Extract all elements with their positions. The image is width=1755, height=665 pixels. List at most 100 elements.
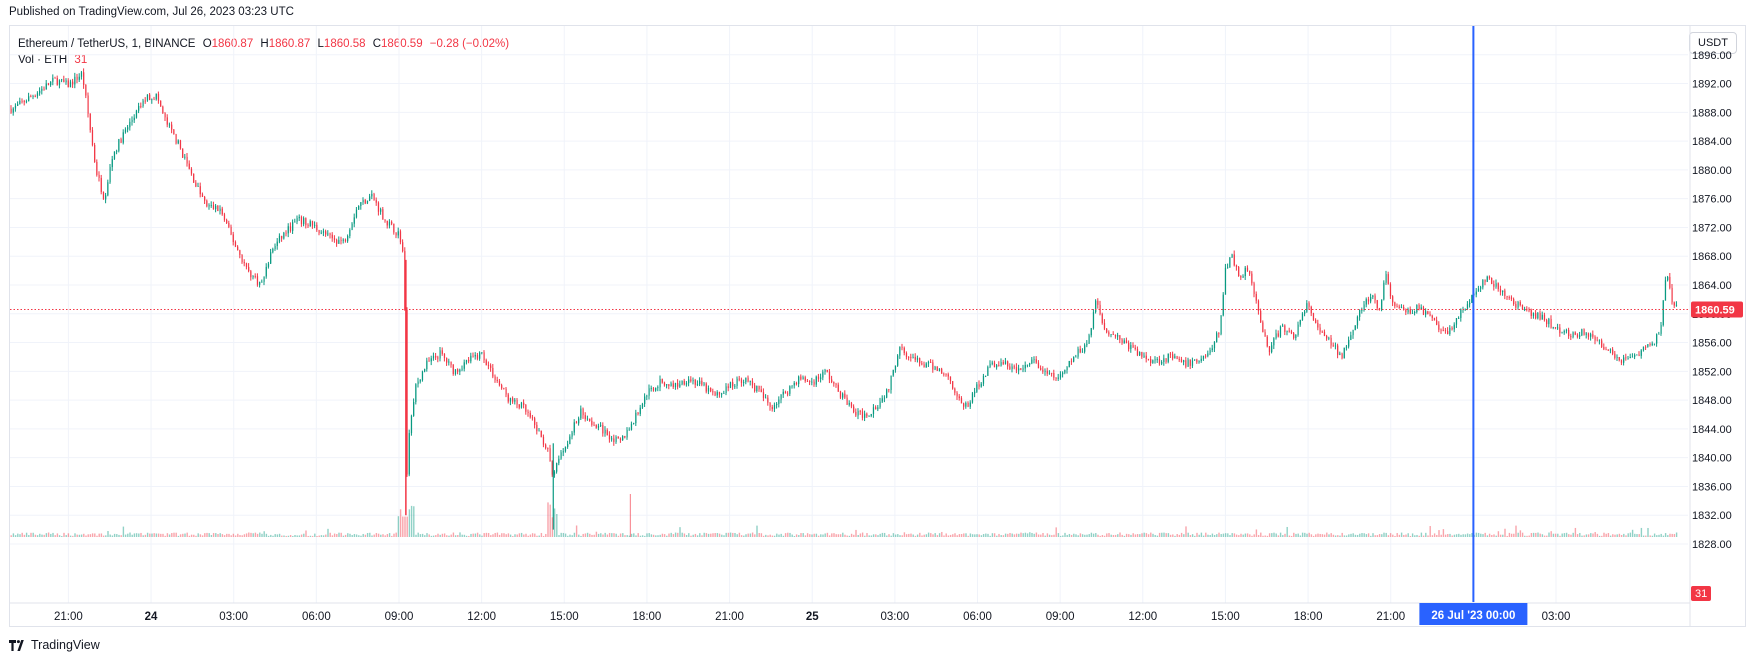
candle-body (1077, 348, 1079, 357)
candle-body (309, 221, 311, 227)
candle-body (373, 193, 375, 201)
candle-body (1596, 340, 1598, 342)
currency-button[interactable]: USDT (1689, 32, 1737, 54)
candle-body (1497, 283, 1499, 290)
chart-frame[interactable] (9, 25, 1746, 627)
volume-bar (353, 534, 356, 537)
volume-bar (901, 535, 903, 537)
volume-bar (688, 533, 690, 537)
candle-body (1332, 345, 1334, 347)
volume-bar (859, 533, 862, 537)
volume-bar (206, 532, 208, 537)
candle-body (784, 391, 787, 394)
y-tick-label: 1844.00 (1692, 424, 1732, 436)
candle-body (820, 377, 822, 379)
candle-body (1035, 359, 1037, 363)
candle-body (507, 394, 509, 402)
volume-bar (1044, 535, 1046, 537)
candle-body (514, 399, 516, 402)
volume-bar (215, 533, 217, 537)
candle-body (1229, 257, 1231, 268)
candle-body (1623, 357, 1625, 363)
candle-body (1101, 314, 1103, 323)
candle-body (1147, 358, 1150, 360)
candle-body (681, 380, 683, 385)
volume-bar (1350, 533, 1352, 537)
volume-bar (47, 532, 50, 537)
volume-bar (839, 534, 842, 537)
candle-body (47, 83, 50, 86)
volume-bar (1297, 533, 1299, 537)
candle-body (120, 139, 122, 143)
candle-body (1130, 345, 1132, 350)
volume-bar (463, 534, 466, 537)
candle-body (263, 276, 265, 282)
volume-bar (153, 533, 155, 537)
volume-bar (644, 535, 646, 537)
volume-bar (1466, 533, 1469, 537)
tradingview-logo-icon (9, 639, 24, 651)
volume-bar (1607, 533, 1610, 537)
volume-bar (80, 534, 83, 537)
candle-body (1312, 313, 1315, 320)
candle-body (617, 436, 619, 439)
volume-bar (914, 535, 917, 537)
volume-bar (1255, 529, 1258, 537)
volume-bar (252, 533, 254, 537)
volume-bar (813, 533, 815, 537)
candle-body (230, 226, 232, 235)
volume-bar (611, 533, 613, 537)
volume-bar (105, 535, 107, 537)
volume-bar (1189, 535, 1192, 537)
candle-body (10, 108, 12, 113)
candle-body (1106, 328, 1108, 333)
candle-body (1022, 368, 1024, 370)
volume-bar (622, 533, 624, 537)
volume-bar (338, 532, 340, 537)
volume-bar (1139, 534, 1141, 537)
volume-bar (602, 534, 604, 537)
candle-body (947, 374, 949, 377)
candle-body (1477, 288, 1480, 292)
candle-body (1002, 362, 1004, 364)
candle-body (285, 232, 287, 234)
tradingview-brand[interactable]: TradingView (9, 638, 100, 652)
volume-bar (637, 533, 639, 537)
volume-bar (340, 532, 342, 537)
candle-body (1407, 309, 1409, 313)
candle-body (1675, 304, 1678, 306)
candle-body (743, 382, 745, 383)
candle-body (1240, 275, 1242, 278)
volume-bar (1154, 534, 1156, 537)
volume-bar (10, 535, 12, 537)
y-tick-label: 1872.00 (1692, 222, 1732, 234)
volume-bar (426, 533, 428, 537)
volume-bar (875, 534, 877, 537)
candle-body (991, 362, 993, 364)
candle-body (459, 369, 461, 372)
volume-bar (261, 533, 263, 537)
candle-body (1581, 329, 1583, 336)
y-tick-label: 1892.00 (1692, 79, 1732, 91)
candle-body (540, 430, 542, 437)
volume-bar (184, 533, 186, 537)
volume-bar (492, 534, 494, 537)
volume-bar (241, 535, 243, 537)
volume-bar (490, 535, 492, 537)
candle-body (1277, 333, 1279, 337)
candle-body (186, 156, 188, 164)
candle-body (1405, 310, 1407, 313)
volume-bar (333, 533, 336, 537)
volume-bar (758, 532, 760, 537)
volume-bar (102, 535, 105, 537)
candle-body (1506, 295, 1508, 298)
volume-bar (857, 535, 859, 537)
candle-body (659, 379, 661, 388)
close-value: 1860.59 (381, 38, 423, 50)
volume-bar (575, 525, 578, 537)
volume-bar (175, 532, 177, 537)
candle-body (195, 182, 197, 187)
candle-body (736, 378, 738, 386)
candle-body (1453, 324, 1455, 330)
